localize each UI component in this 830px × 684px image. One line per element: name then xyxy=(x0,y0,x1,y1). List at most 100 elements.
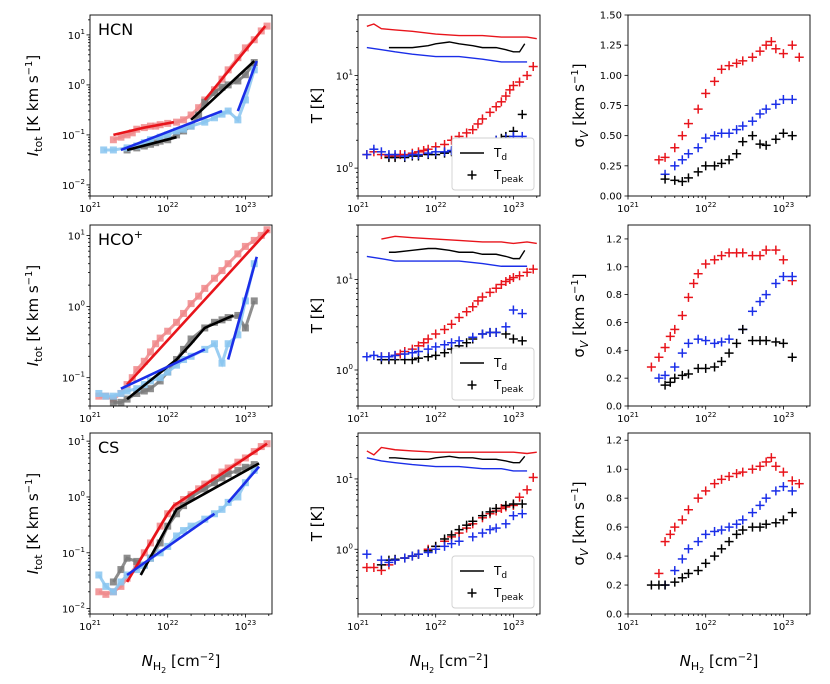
tpeak-point-blue xyxy=(376,555,386,565)
data-point-blue xyxy=(224,340,232,348)
tpeak-point-black xyxy=(517,109,527,119)
tpeak-point-blue xyxy=(362,352,372,362)
y-axis-label-sigma: σV [km s−1] xyxy=(570,63,591,147)
axes-frame xyxy=(627,224,811,407)
tpeak-point-blue xyxy=(376,147,386,157)
sigma-point-red xyxy=(665,331,675,341)
data-point-black xyxy=(218,83,226,91)
tpeak-point-blue xyxy=(431,147,441,157)
data-point-red xyxy=(241,44,249,52)
tpeak-point-blue xyxy=(485,525,495,535)
data-point-black xyxy=(109,398,117,406)
sigma-point-red xyxy=(724,471,734,481)
y-tick-label: 0.4 xyxy=(606,346,622,357)
panel-r0-c2: 1021 1022 1023 0.00 0.25 0.50 0.75 1.00 1.25 1.50… xyxy=(570,11,811,215)
fit-line-black xyxy=(126,135,177,152)
sigma-point-black xyxy=(670,577,680,587)
tpeak-point-red xyxy=(522,485,532,495)
data-point-blue xyxy=(133,385,141,393)
x-tick-label: 1023 xyxy=(235,411,257,425)
tpeak-point-blue xyxy=(440,541,450,551)
x-axis-label: NH2 [cm−2] xyxy=(142,652,221,675)
sigma-point-red xyxy=(677,131,687,141)
axes-frame xyxy=(89,14,273,197)
data-point-red xyxy=(146,348,154,356)
data-point-red xyxy=(173,118,181,126)
sigma-point-black xyxy=(787,131,797,141)
sigma-point-black xyxy=(701,161,711,171)
data-point-red xyxy=(195,292,203,300)
sigma-point-red xyxy=(693,269,703,279)
sigma-point-blue xyxy=(755,500,765,510)
data-point-black xyxy=(123,554,131,562)
data-point-black xyxy=(250,297,258,305)
tpeak-point-blue xyxy=(468,332,478,342)
data-point-blue xyxy=(109,146,117,154)
td-line-black xyxy=(388,455,526,464)
data-point-black xyxy=(234,311,242,319)
sigma-point-red xyxy=(683,119,693,129)
sigma-point-red xyxy=(794,479,804,489)
data-point-red xyxy=(164,327,172,335)
sigma-point-blue xyxy=(670,566,680,576)
sigma-point-red xyxy=(710,255,720,265)
sigma-point-red xyxy=(717,474,727,484)
plot-area xyxy=(646,245,797,390)
fit-line-blue xyxy=(120,348,206,390)
sigma-point-red xyxy=(710,76,720,86)
plot-area xyxy=(100,22,271,154)
data-point-blue xyxy=(180,125,188,133)
tpeak-point-red xyxy=(528,62,538,72)
tpeak-point-blue xyxy=(362,549,372,559)
y-tick-label: 0.2 xyxy=(606,374,622,385)
sigma-point-red xyxy=(771,461,781,471)
y-tick-label: 100 xyxy=(336,161,353,175)
sigma-point-red xyxy=(747,464,757,474)
x-tick-label: 1021 xyxy=(79,619,101,633)
y-axis-label-temp: T [K] xyxy=(308,506,326,542)
y-axis-label-temp: T [K] xyxy=(308,88,326,124)
sigma-point-blue xyxy=(738,515,748,525)
tpeak-point-blue xyxy=(517,309,527,319)
data-point-blue xyxy=(218,505,226,513)
data-point-blue xyxy=(102,582,110,590)
fit-line-red xyxy=(113,120,175,137)
sigma-point-blue xyxy=(710,526,720,536)
fit-line-blue xyxy=(226,256,259,360)
sigma-point-black xyxy=(724,348,734,358)
data-point-black xyxy=(201,485,209,493)
y-tick-label: 101 xyxy=(68,28,85,42)
sigma-point-black xyxy=(732,338,742,348)
panel-r1-c1: 1021 1022 1023 100 101 Td Tpeak T [K] xyxy=(308,224,541,425)
x-axis-label: NH2 [cm−2] xyxy=(410,652,489,675)
data-point-black xyxy=(133,557,141,565)
sigma-point-black xyxy=(660,380,670,390)
sigma-point-black xyxy=(747,131,757,141)
tpeak-point-blue xyxy=(468,532,478,542)
sigma-point-red xyxy=(710,479,720,489)
data-point-black xyxy=(218,474,226,482)
y-tick-label: 1.2 xyxy=(606,436,622,447)
y-tick-label: 0.2 xyxy=(606,581,622,592)
axes-frame xyxy=(627,432,811,615)
tpeak-point-blue xyxy=(501,519,511,529)
fit-line-black xyxy=(190,60,256,121)
y-axis-label-sigma: σV [km s−1] xyxy=(570,481,591,565)
panel-r0-c1: 1021 1022 1023 100 101 Td Tpeak T [K] xyxy=(308,14,541,215)
data-point-black xyxy=(241,463,249,471)
sigma-point-red xyxy=(755,251,765,261)
data-point-blue xyxy=(180,527,188,535)
sigma-point-red xyxy=(660,343,670,353)
y-tick-label: 10−2 xyxy=(62,178,85,192)
tpeak-point-blue xyxy=(384,352,394,362)
tpeak-point-blue xyxy=(384,557,394,567)
sigma-point-blue xyxy=(724,522,734,532)
tpeak-point-blue xyxy=(407,551,417,561)
sigma-point-blue xyxy=(677,348,687,358)
plot-area xyxy=(95,226,271,406)
tpeak-point-red xyxy=(477,292,487,302)
sigma-point-red xyxy=(665,529,675,539)
data-point-blue xyxy=(140,561,148,569)
x-tick-label: 1021 xyxy=(79,201,101,215)
data-point-red xyxy=(152,340,160,348)
